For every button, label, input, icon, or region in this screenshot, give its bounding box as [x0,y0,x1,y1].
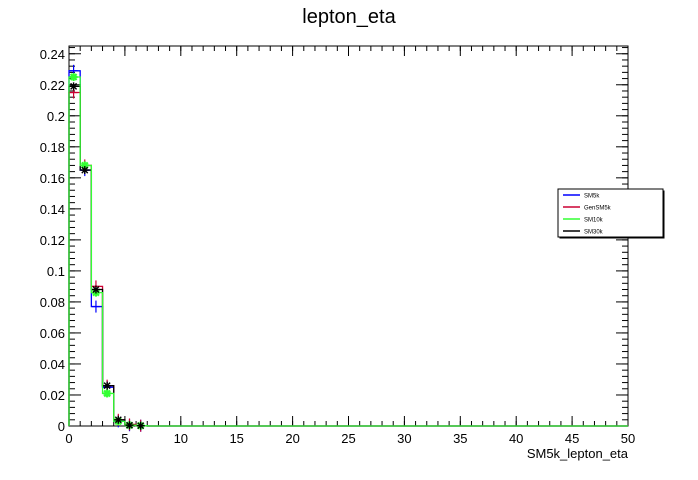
x-tick-label: 5 [121,431,128,446]
series-line-GenSM5k [68,91,628,427]
legend-box [557,188,664,238]
series-markers-SM30k [69,82,145,430]
x-tick-label: 40 [509,431,523,446]
series-markers-SM5k [69,64,145,432]
x-tick-label: 20 [285,431,299,446]
x-tick-label: 50 [621,431,635,446]
data-point-d2 [103,389,111,398]
data-point-d2 [125,421,133,429]
x-tick-label: 45 [565,431,579,446]
data-point-d2 [81,166,89,174]
legend-label: SM5k [584,194,600,200]
data-point-d2 [114,416,122,424]
x-tick-label: 30 [397,431,411,446]
x-tick-label: 0 [65,431,72,446]
legend-label: SM30k [584,230,604,236]
y-tick-label: 0.18 [40,140,65,155]
y-tick-label: 0.24 [40,47,65,62]
plot-frame [68,45,629,427]
y-tick-label: 0.22 [40,78,65,93]
series-line-SM30k [68,85,628,427]
x-tick-label: 25 [341,431,355,446]
plot-area [68,64,628,432]
y-tick-label: 0.02 [40,388,65,403]
y-tick-label: 0.14 [40,202,65,217]
y-tick-label: 0 [58,419,65,434]
legend-label: SM10k [584,218,604,224]
data-point-d2 [103,382,111,390]
y-tick-label: 0.16 [40,171,65,186]
legend: SM5k GenSM5k SM10k SM30k [557,188,665,239]
x-tick-label: 15 [229,431,243,446]
data-point-d2 [137,422,145,430]
y-tick-label: 0.08 [40,295,65,310]
y-tick-label: 0.2 [47,109,65,124]
y-tick-label: 0.04 [40,357,65,372]
series-line-SM5k [68,70,628,427]
chart-title: lepton_eta [302,6,396,28]
series-line-SM10k [68,76,628,427]
series-markers-SM10k [69,73,145,430]
axes: 0 5 10 15 20 25 30 35 40 45 50 0 0.02 0.04 0.06 0.08 0.1… [40,45,635,446]
y-tick-label: 0.12 [40,233,65,248]
data-point-d2 [92,286,100,294]
legend-label: GenSM5k [584,206,612,212]
data-point-d2 [70,82,78,90]
x-axis-label: SM5k_lepton_eta [527,446,629,461]
y-tick-label: 0.06 [40,326,65,341]
x-tick-label: 10 [174,431,188,446]
x-tick-label: 35 [453,431,467,446]
y-tick-label: 0.1 [47,264,65,279]
data-point-d2 [69,73,78,81]
series-markers-GenSM5k [69,86,145,432]
